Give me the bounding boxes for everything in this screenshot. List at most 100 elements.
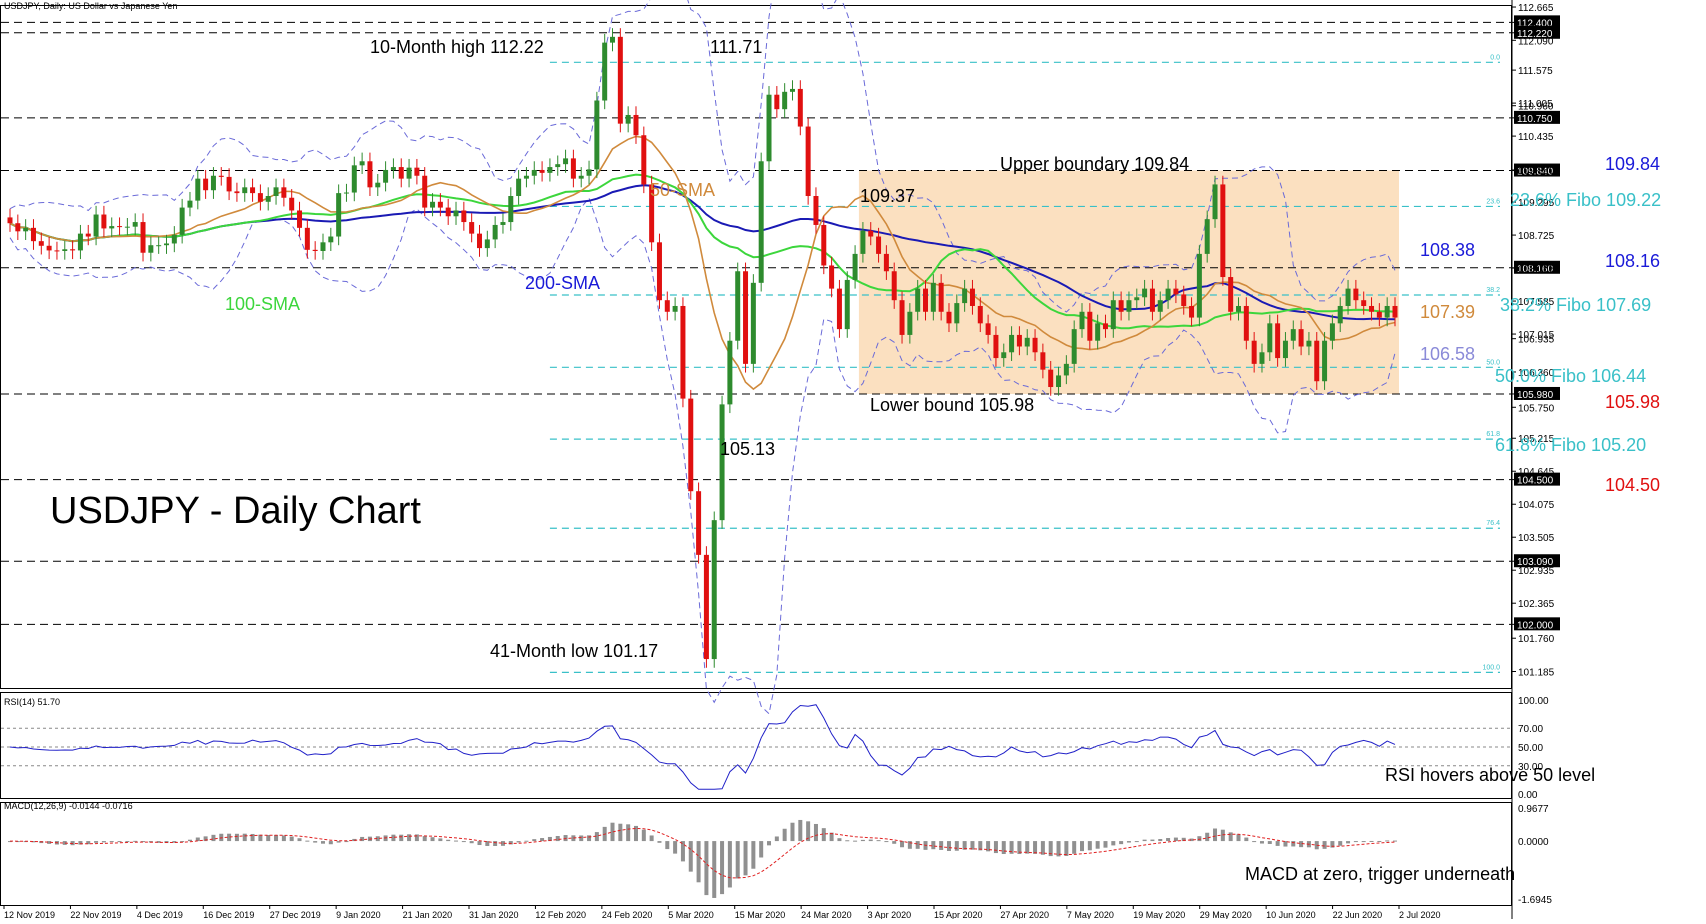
macd-bar xyxy=(141,841,146,843)
annotation-r_107_39: 107.39 xyxy=(1420,302,1475,322)
macd-signal-line xyxy=(9,827,1396,879)
macd-bar xyxy=(970,841,975,850)
candle-body xyxy=(993,334,999,359)
candle-body xyxy=(140,222,146,253)
fibo-level-label: 23.6 xyxy=(1486,198,1500,205)
date-tick-label: 22 Nov 2019 xyxy=(70,910,121,919)
macd-bar xyxy=(688,841,693,872)
annotation-fibo_500: 50.0% Fibo 106.44 xyxy=(1495,366,1646,386)
candle-body xyxy=(578,175,584,179)
candle-body xyxy=(1118,300,1124,312)
candle-body xyxy=(664,300,670,312)
annotation-r_105_98: 105.98 xyxy=(1605,392,1660,412)
macd-bar xyxy=(1181,837,1186,842)
macd-bar xyxy=(1267,841,1272,844)
candle-body xyxy=(257,193,263,202)
macd-bar xyxy=(555,836,560,842)
candle-body xyxy=(445,207,451,217)
date-tick-label: 12 Feb 2020 xyxy=(535,910,586,919)
candle-body xyxy=(1298,329,1304,347)
candle-body xyxy=(1149,288,1155,312)
date-tick-label: 2 Jul 2020 xyxy=(1399,910,1441,919)
candle-body xyxy=(132,222,138,227)
macd-bar xyxy=(469,841,474,844)
macd-bar xyxy=(954,841,959,851)
candle-body xyxy=(500,222,506,225)
candle-body xyxy=(570,158,576,179)
macd-bar xyxy=(1072,841,1077,854)
macd-bar xyxy=(1259,841,1264,844)
macd-bar xyxy=(1244,837,1249,842)
candle-body xyxy=(907,311,913,335)
candle-body xyxy=(179,207,185,235)
candle-body xyxy=(938,282,944,312)
macd-bar xyxy=(1205,832,1210,842)
candle-body xyxy=(1361,300,1367,306)
macd-bar xyxy=(876,840,881,842)
candle-body xyxy=(367,161,373,188)
macd-bar xyxy=(1166,838,1171,842)
candle-body xyxy=(469,222,475,234)
candle-body xyxy=(375,182,381,188)
macd-bar xyxy=(978,841,983,851)
macd-bar xyxy=(156,841,161,843)
chart-header: USDJPY, Daily: US Dollar vs Japanese Yen xyxy=(4,1,178,11)
macd-bar xyxy=(1126,841,1131,843)
macd-bar xyxy=(767,841,772,846)
price-tick-label: 102.000 xyxy=(1517,620,1554,631)
panel-frame xyxy=(0,692,1512,799)
candle-body xyxy=(93,214,99,237)
price-box xyxy=(1514,25,1560,39)
candle-body xyxy=(304,227,310,250)
price-tick-label: 112.665 xyxy=(1518,3,1554,14)
bollinger-upper xyxy=(9,0,1396,313)
annotation-high_10m: 10-Month high 112.22 xyxy=(370,37,544,57)
candle-body xyxy=(1095,323,1101,341)
macd-bar xyxy=(430,837,435,842)
macd-bar xyxy=(829,832,834,842)
panel-frame xyxy=(0,802,1512,906)
candle-body xyxy=(1001,352,1007,359)
macd-bar xyxy=(195,837,200,842)
candle-body xyxy=(750,282,756,364)
macd-bar xyxy=(133,840,138,842)
macd-bar xyxy=(1158,839,1163,842)
date-tick-label: 21 Jan 2020 xyxy=(403,910,453,919)
macd-bar xyxy=(1385,840,1390,842)
candle-body xyxy=(461,210,467,223)
candle-body xyxy=(727,340,733,405)
annotation-p_109_37: 109.37 xyxy=(860,186,915,206)
candle-body xyxy=(625,114,631,124)
candle-body xyxy=(484,239,490,249)
price-tick-label: 111.575 xyxy=(1518,66,1553,77)
candle-body xyxy=(1369,305,1375,312)
price-tick-label: 105.215 xyxy=(1518,434,1555,445)
macd-bar xyxy=(446,839,451,842)
macd-bar xyxy=(1134,841,1139,843)
candle-body xyxy=(1228,277,1234,312)
candle-body xyxy=(187,200,193,208)
macd-bar xyxy=(1056,841,1061,857)
candle-body xyxy=(610,36,616,43)
candle-body xyxy=(1220,184,1226,278)
macd-bar xyxy=(328,841,333,845)
annotation-rsi_note: RSI hovers above 50 level xyxy=(1385,765,1595,785)
macd-bar xyxy=(305,840,310,842)
rsi-tick-label: 70.00 xyxy=(1518,724,1543,735)
macd-bar xyxy=(790,822,795,842)
candle-body xyxy=(836,288,842,330)
macd-bar xyxy=(1252,841,1257,843)
fibo-level-label: 100.0 xyxy=(1482,664,1500,671)
macd-bar xyxy=(485,841,490,846)
price-tick-label: 110.960 xyxy=(1518,102,1554,113)
sma50-line xyxy=(9,135,1396,391)
macd-bar xyxy=(704,841,709,896)
macd-bar xyxy=(1330,841,1335,848)
macd-bar xyxy=(626,824,631,842)
price-tick-label: 103.505 xyxy=(1518,533,1555,544)
candle-body xyxy=(390,167,396,170)
candle-body xyxy=(1322,340,1328,382)
candle-body xyxy=(547,167,553,173)
macd-bar xyxy=(461,841,466,843)
